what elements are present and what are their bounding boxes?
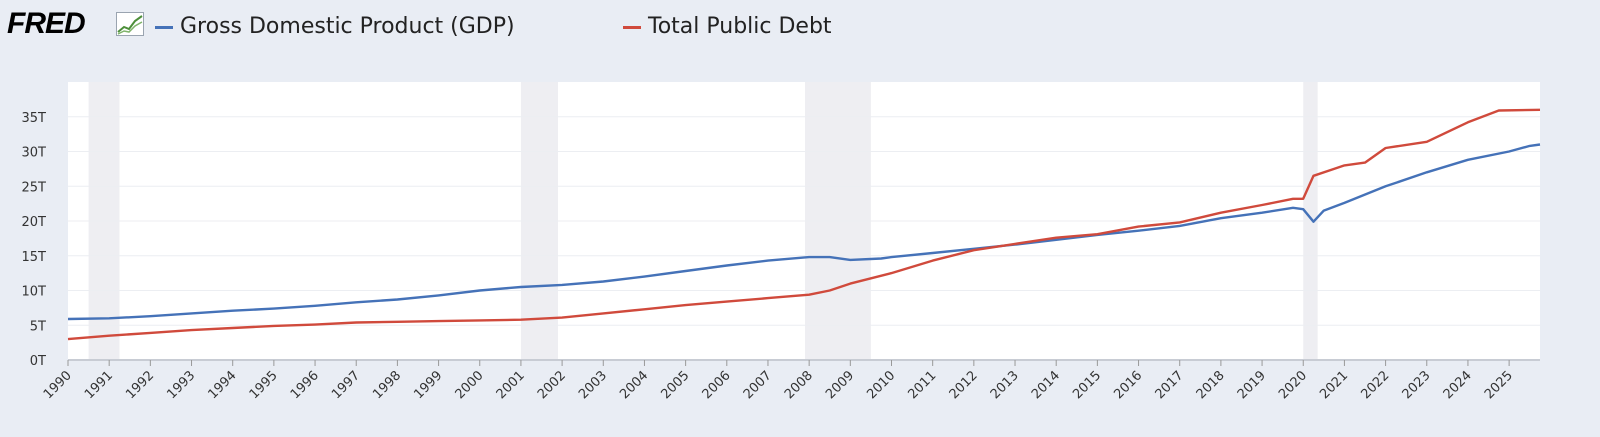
- x-tick-label: 2000: [453, 368, 487, 402]
- x-tick-label: 2001: [494, 368, 528, 402]
- y-tick-label: 0T: [30, 354, 46, 369]
- y-tick-label: 25T: [22, 180, 47, 195]
- x-tick-label: 1991: [82, 368, 116, 402]
- x-tick-label: 2022: [1358, 368, 1392, 402]
- y-tick-label: 30T: [22, 146, 47, 161]
- x-tick-label: 2023: [1400, 368, 1434, 402]
- x-tick-label: 2012: [947, 368, 981, 402]
- x-tick-label: 2015: [1070, 368, 1104, 402]
- series-lines: [67, 108, 1541, 341]
- x-tick-label: 1990: [41, 368, 75, 402]
- x-tick-label: 1997: [329, 368, 363, 402]
- x-tick-label: 1998: [370, 368, 404, 402]
- x-tick-label: 2016: [1111, 368, 1145, 402]
- x-tick-label: 2017: [1153, 368, 1187, 402]
- y-tick-label: 20T: [22, 215, 47, 230]
- x-tick-label: 2020: [1276, 368, 1310, 402]
- legend-swatch-debt: [623, 26, 641, 29]
- legend-item-gdp[interactable]: Gross Domestic Product (GDP): [155, 12, 575, 42]
- x-tick-label: 2006: [700, 368, 734, 402]
- x-tick-label: 2004: [617, 368, 651, 402]
- x-tick-label: 2007: [741, 368, 775, 402]
- y-axis: 0T 5T 10T 15T 20T 25T 30T 35T: [22, 111, 47, 369]
- x-tick-label: 2019: [1235, 368, 1269, 402]
- x-tick-label: 1999: [411, 368, 445, 402]
- x-tick-label: 1995: [247, 368, 281, 402]
- y-tick-label: 15T: [22, 250, 47, 265]
- x-tick-label: 2009: [823, 368, 857, 402]
- x-tick-label: 1996: [288, 368, 322, 402]
- legend-label-gdp: Gross Domestic Product (GDP): [180, 14, 515, 39]
- x-tick-label: 2014: [1029, 368, 1063, 402]
- x-tick-label: 2018: [1194, 368, 1228, 402]
- x-tick-label: 2003: [576, 368, 610, 402]
- x-tick-label: 2024: [1441, 368, 1475, 402]
- x-tick-label: 2008: [782, 368, 816, 402]
- x-tick-label: 1993: [164, 368, 198, 402]
- legend-swatch-gdp: [155, 26, 173, 29]
- x-tick-label: 2005: [658, 368, 692, 402]
- x-tick-label: 1994: [206, 368, 240, 402]
- fred-logo: FRED: [7, 7, 86, 40]
- y-tick-label: 5T: [30, 319, 46, 334]
- x-tick-label: 2013: [988, 368, 1022, 402]
- legend-item-debt[interactable]: Total Public Debt: [623, 12, 883, 42]
- x-tick-label: 1992: [123, 368, 157, 402]
- x-tick-label: 2025: [1482, 368, 1516, 402]
- fred-logo-graph-icon: [116, 12, 144, 36]
- y-tick-label: 35T: [22, 111, 47, 126]
- x-tick-label: 2010: [864, 368, 898, 402]
- chart-header: FRED Gross Domestic Product (GDP) Total …: [0, 0, 1600, 60]
- x-tick-label: 2011: [905, 368, 939, 402]
- x-tick-label: 2002: [535, 368, 569, 402]
- series-line-gdp: [67, 143, 1541, 321]
- series-line-public-debt: [67, 108, 1541, 341]
- legend-label-debt: Total Public Debt: [648, 14, 832, 39]
- y-tick-label: 10T: [22, 285, 47, 300]
- x-tick-label: 2021: [1317, 368, 1351, 402]
- x-axis: 1990 1991 1992 1993 1994 1995 1996 1997 1998 1999…: [41, 359, 1540, 402]
